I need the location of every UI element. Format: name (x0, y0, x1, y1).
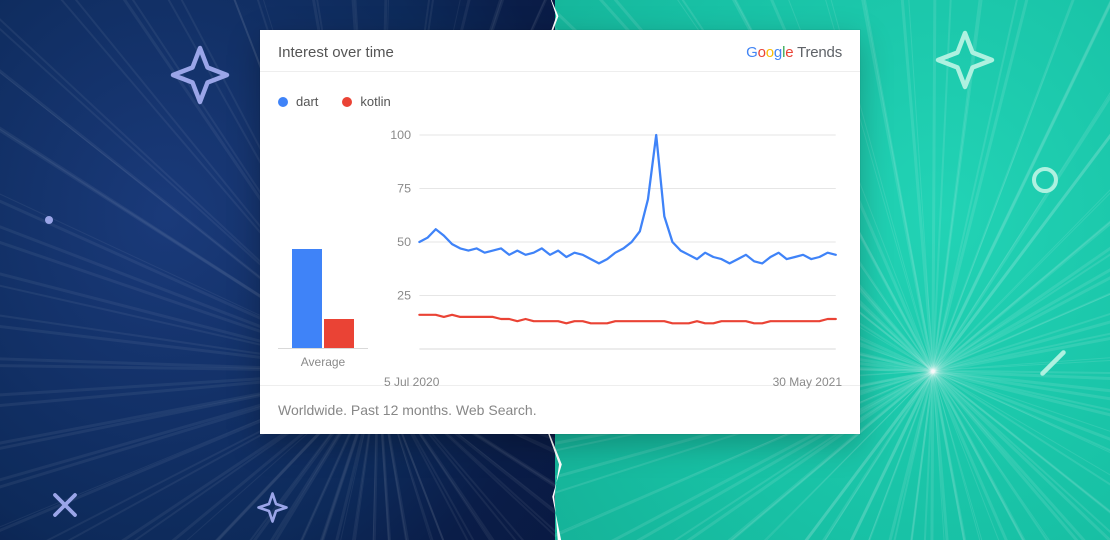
card-header: Interest over time Google Trends (260, 30, 860, 72)
swatch-kotlin (342, 97, 352, 107)
slash-icon (1035, 345, 1071, 381)
average-column: Average (278, 138, 368, 369)
trends-card: Interest over time Google Trends dart ko… (260, 30, 860, 434)
x-label-start: 5 Jul 2020 (384, 375, 439, 389)
svg-text:100: 100 (390, 129, 411, 142)
average-label: Average (278, 349, 368, 369)
legend-label-dart: dart (296, 94, 318, 109)
circle-icon (1030, 165, 1060, 195)
svg-text:75: 75 (397, 182, 411, 196)
dot-icon (44, 215, 54, 225)
avg-bar-kotlin (324, 319, 354, 348)
cross-icon (50, 490, 80, 520)
svg-text:25: 25 (397, 289, 411, 303)
x-axis-labels: 5 Jul 2020 30 May 2021 (384, 369, 842, 389)
card-footer: Worldwide. Past 12 months. Web Search. (260, 385, 860, 434)
sparkle-teal-icon (935, 30, 995, 90)
svg-text:50: 50 (397, 235, 411, 249)
legend: dart kotlin (260, 72, 860, 109)
card-title: Interest over time (278, 44, 394, 61)
avg-bar-dart (292, 249, 322, 348)
legend-item-kotlin: kotlin (342, 94, 390, 109)
stage: Interest over time Google Trends dart ko… (0, 0, 1110, 540)
chart-body: Average 255075100 5 Jul 2020 30 May 2021 (260, 109, 860, 385)
average-bars (278, 138, 368, 349)
line-chart-svg: 25 50 75 100 (384, 129, 842, 369)
x-label-end: 30 May 2021 (773, 375, 842, 389)
google-trends-logo: Google Trends (746, 44, 842, 61)
legend-label-kotlin: kotlin (360, 94, 390, 109)
line-chart: 255075100 5 Jul 2020 30 May 2021 (384, 129, 842, 369)
swatch-dart (278, 97, 288, 107)
sparkle-small-icon (255, 490, 290, 525)
sparkle-icon (170, 45, 230, 105)
legend-item-dart: dart (278, 94, 318, 109)
